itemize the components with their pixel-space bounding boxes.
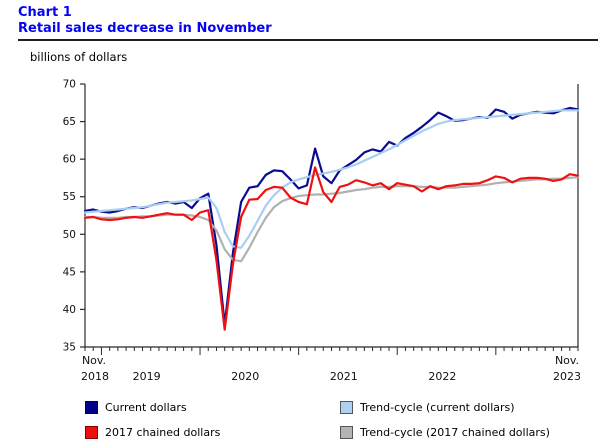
y-tick-label: 40	[63, 304, 76, 316]
y-tick-label: 50	[63, 229, 76, 241]
line-chart-plot: 35 40 45 50 55 60 65 70 Nov. 2018 Nov. 2023 2019 2020…	[63, 79, 581, 384]
x-axis-label: 2019	[133, 370, 161, 383]
legend-swatch-trend-cycle-chained	[340, 426, 353, 439]
x-axis-label: 2018	[81, 370, 109, 383]
y-tick-label: 70	[63, 79, 76, 91]
chained-dollars-line	[83, 166, 580, 331]
chart-number-label: Chart 1	[18, 5, 72, 20]
y-axis-units-label: billions of dollars	[30, 50, 128, 64]
trend-cycle-chained-line	[83, 176, 580, 263]
x-axis-label: Nov.	[555, 354, 579, 367]
x-axis-label: 2021	[330, 370, 358, 383]
legend-label-chained-dollars: 2017 chained dollars	[105, 426, 221, 439]
x-axis-label: 2023	[553, 370, 581, 383]
legend-item-current-dollars: Current dollars	[85, 401, 187, 414]
x-axis-label: Nov.	[82, 354, 106, 367]
title-divider-rule	[18, 39, 598, 41]
legend-label-trend-cycle-chained: Trend-cycle (2017 chained dollars)	[360, 426, 550, 439]
chart-title: Retail sales decrease in November	[18, 21, 272, 36]
legend-swatch-current-dollars	[85, 401, 98, 414]
legend-label-current-dollars: Current dollars	[105, 401, 187, 414]
legend-swatch-chained-dollars	[85, 426, 98, 439]
legend-item-trend-cycle-chained: Trend-cycle (2017 chained dollars)	[340, 426, 550, 439]
y-tick-label: 65	[63, 116, 76, 128]
y-tick-label: 60	[63, 154, 76, 166]
x-axis-label: 2020	[231, 370, 259, 383]
y-tick-label: 55	[63, 191, 76, 203]
legend-label-trend-cycle-current: Trend-cycle (current dollars)	[360, 401, 515, 414]
legend-swatch-trend-cycle-current	[340, 401, 353, 414]
trend-cycle-current-line	[83, 109, 580, 249]
legend-item-trend-cycle-current: Trend-cycle (current dollars)	[340, 401, 515, 414]
x-axis-label: 2022	[428, 370, 456, 383]
legend-item-chained-dollars: 2017 chained dollars	[85, 426, 220, 439]
y-tick-label: 35	[63, 342, 76, 354]
y-tick-label: 45	[63, 266, 76, 278]
